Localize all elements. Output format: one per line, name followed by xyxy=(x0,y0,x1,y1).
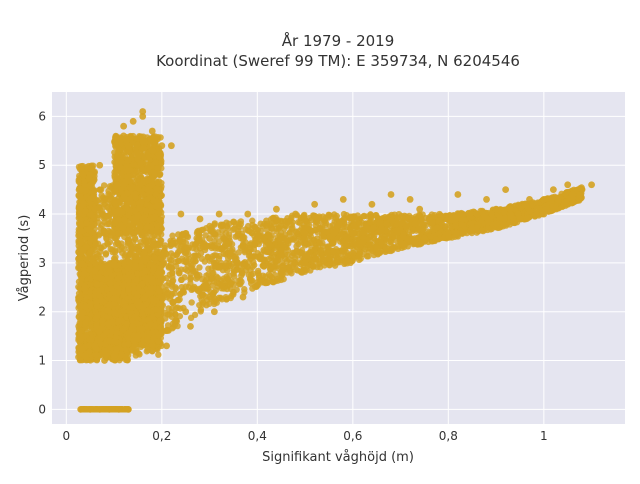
scatter-point xyxy=(146,217,152,223)
scatter-point xyxy=(79,261,85,267)
scatter-point xyxy=(104,204,110,210)
scatter-point xyxy=(78,204,84,210)
scatter-point xyxy=(111,338,117,344)
scatter-point xyxy=(103,213,109,219)
scatter-point xyxy=(137,239,143,245)
scatter-point xyxy=(116,207,122,213)
scatter-point xyxy=(132,193,138,199)
scatter-point xyxy=(144,177,150,183)
scatter-point xyxy=(80,248,86,254)
scatter-point xyxy=(81,270,87,276)
scatter-point xyxy=(77,193,83,199)
scatter-point xyxy=(112,220,118,226)
scatter-point xyxy=(137,224,143,230)
scatter-point xyxy=(101,243,107,249)
scatter-point xyxy=(103,251,109,257)
scatter-point xyxy=(78,163,84,169)
scatter-point xyxy=(78,228,84,234)
scatter-point xyxy=(93,352,99,358)
scatter-point xyxy=(86,226,92,232)
scatter-point xyxy=(157,193,163,199)
scatter-point xyxy=(98,263,104,269)
scatter-point xyxy=(112,188,118,194)
scatter-point xyxy=(77,357,83,363)
scatter-point xyxy=(105,307,111,313)
scatter-point xyxy=(120,225,126,231)
scatter-point xyxy=(115,152,121,158)
scatter-point xyxy=(155,136,161,142)
scatter-point xyxy=(105,266,111,272)
scatter-point xyxy=(148,223,154,229)
scatter-point xyxy=(76,210,82,216)
scatter-point xyxy=(75,296,81,302)
scatter-point xyxy=(92,309,98,315)
scatter-point xyxy=(112,249,118,255)
scatter-point xyxy=(103,230,109,236)
scatter-point xyxy=(119,352,125,358)
scatter-point xyxy=(97,186,103,192)
scatter-point xyxy=(123,149,129,155)
scatter-point xyxy=(117,164,123,170)
scatter-point xyxy=(116,146,122,152)
scatter-point xyxy=(153,159,159,165)
scatter-point xyxy=(128,186,134,192)
scatter-point xyxy=(118,240,124,246)
scatter-point xyxy=(138,199,144,205)
scatter-point xyxy=(94,197,100,203)
scatter-point xyxy=(113,329,119,335)
scatter-point xyxy=(188,299,194,305)
scatter-point xyxy=(80,171,86,177)
scatter-point xyxy=(134,135,140,141)
scatter-point xyxy=(112,258,118,264)
scatter-point xyxy=(119,173,125,179)
scatter-point xyxy=(99,317,105,323)
scatter-point xyxy=(94,281,100,287)
scatter-point xyxy=(82,208,88,214)
scatter-point xyxy=(136,205,142,211)
scatter-point xyxy=(157,171,163,177)
scatter-point xyxy=(108,273,114,279)
chart-title-line2: Koordinat (Sweref 99 TM): E 359734, N 62… xyxy=(156,52,520,70)
scatter-point xyxy=(98,192,104,198)
scatter-point xyxy=(77,238,83,244)
scatter-point xyxy=(97,249,103,255)
scatter-point xyxy=(78,217,84,223)
scatter-point xyxy=(154,180,160,186)
scatter-point xyxy=(117,198,123,204)
scatter-point xyxy=(154,202,160,208)
scatter-point xyxy=(113,241,119,247)
scatter-point xyxy=(111,310,117,316)
scatter-point xyxy=(96,328,102,334)
scatter-point xyxy=(137,181,143,187)
scatter-point xyxy=(113,346,119,352)
scatter-point xyxy=(129,200,135,206)
scatter-point xyxy=(140,145,146,151)
scatter-point xyxy=(96,293,102,299)
scatter-point xyxy=(151,170,157,176)
scatter-point xyxy=(138,230,144,236)
scatter-point xyxy=(125,168,131,174)
scatter-point xyxy=(79,346,85,352)
scatter-point xyxy=(130,172,136,178)
scatter-point xyxy=(76,320,82,326)
scatter-point xyxy=(78,311,84,317)
scatter-point xyxy=(158,160,164,166)
scatter-point xyxy=(86,183,92,189)
scatter-point xyxy=(123,205,129,211)
scatter-point xyxy=(153,229,159,235)
scatter-point xyxy=(155,352,161,358)
scatter-point xyxy=(92,234,98,240)
scatter-point xyxy=(143,208,149,214)
scatter-point xyxy=(129,222,135,228)
scatter-point xyxy=(152,214,158,220)
scatter-point xyxy=(109,319,115,325)
scatter-point xyxy=(81,283,87,289)
chart-title-line1: År 1979 - 2019 xyxy=(282,31,395,50)
scatter-point xyxy=(121,217,127,223)
scatter-point xyxy=(94,303,100,309)
scatter-point xyxy=(83,220,89,226)
